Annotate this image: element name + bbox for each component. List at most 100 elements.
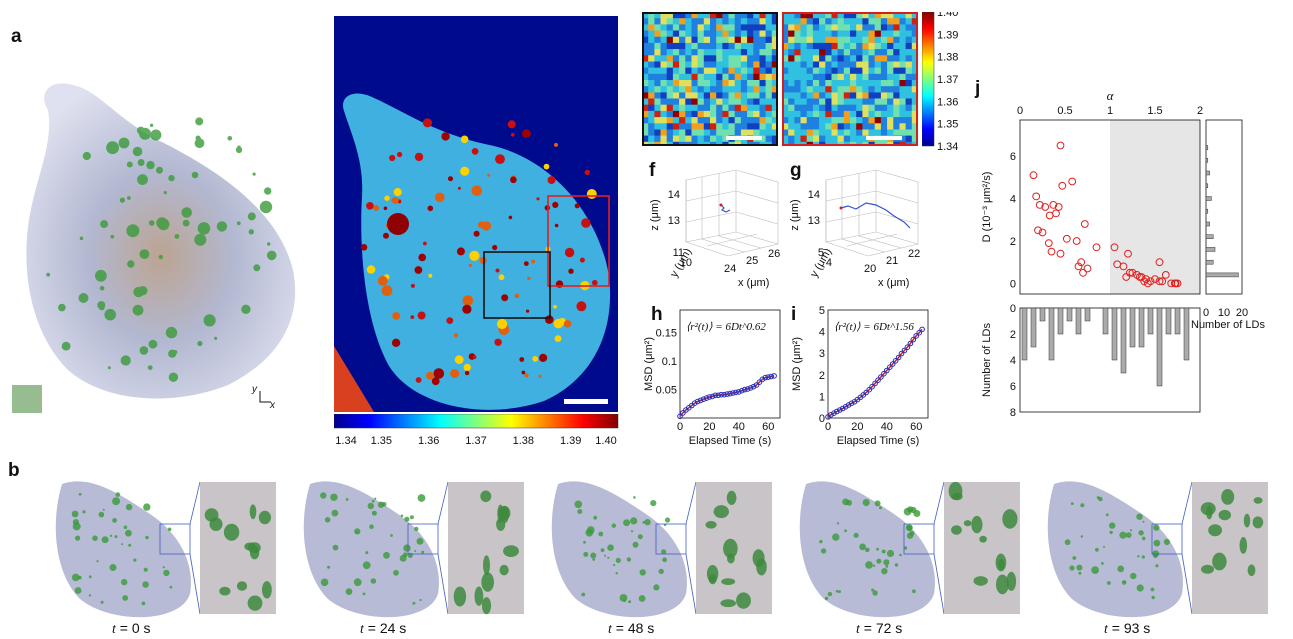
ri-pixel: [874, 67, 882, 75]
ri-pixel: [831, 67, 838, 75]
ri-pixel: [862, 135, 869, 143]
x-tick-label: 20: [703, 421, 715, 433]
ri-pixel: [679, 141, 686, 146]
ri-pixel: [874, 98, 882, 105]
ri-pixel: [728, 30, 735, 37]
ri-pixel: [765, 110, 773, 118]
msd-point: [901, 347, 908, 354]
ri-pixel: [874, 123, 882, 130]
ri-pixel: [740, 67, 748, 75]
ri-pixel: [788, 18, 795, 25]
ri-pixel: [831, 110, 838, 118]
hist-bar: [1057, 307, 1064, 335]
ri-pixel: [716, 92, 723, 99]
ri-pixel: [843, 61, 851, 68]
ri-pixel: [710, 67, 717, 75]
ri-pixel: [806, 49, 814, 56]
ri-pixel: [856, 18, 863, 25]
lipid-droplet: [607, 544, 614, 551]
ri-pixel: [806, 117, 814, 124]
ri-pixel: [679, 92, 686, 99]
lipid-droplet: [1141, 536, 1146, 541]
lipid-droplet: [407, 552, 413, 558]
ri-pixel: [794, 73, 801, 81]
high-ri-spot: [431, 377, 440, 386]
high-ri-spot: [471, 185, 483, 196]
ri-pixel: [899, 135, 906, 143]
diffusion-alpha-chart-j: α D (10⁻³ μm²/s) Number of LDs Number of…: [981, 88, 1265, 419]
ri-pixel: [771, 42, 778, 50]
ri-pixel: [771, 30, 778, 37]
high-ri-spot: [450, 369, 460, 378]
ri-pixel: [771, 86, 778, 93]
high-ri-spot: [510, 132, 515, 137]
ri-pixel: [716, 98, 723, 105]
msd-point: [730, 390, 736, 396]
ri-pixel: [710, 80, 717, 87]
ri-pixel: [893, 104, 900, 112]
ri-pixel: [697, 129, 705, 136]
high-ri-spot: [536, 197, 540, 201]
ri-pixel: [703, 24, 711, 31]
colorbar-vertical: 1.401.391.381.371.361.351.34: [922, 12, 958, 152]
ri-pixel: [880, 104, 888, 112]
ri-pixel: [788, 86, 795, 93]
lipid-droplet: [1201, 564, 1214, 574]
ri-pixel: [887, 36, 894, 44]
msd-point: [916, 329, 922, 336]
ri-pixel: [710, 135, 717, 143]
ri-pixel: [672, 98, 680, 105]
high-ri-spot: [498, 274, 505, 281]
ri-pixel: [691, 36, 698, 44]
ri-pixel: [874, 129, 882, 136]
ri-pixel: [862, 30, 869, 37]
ri-pixel: [648, 123, 655, 130]
cell-body: [55, 481, 191, 618]
ri-pixel: [747, 117, 754, 124]
ri-pixel: [905, 36, 913, 44]
ri-pixel: [771, 98, 778, 105]
ri-pixel: [837, 123, 845, 130]
msd-point: [697, 397, 704, 404]
ri-pixel: [874, 86, 882, 93]
ld-point: [1054, 203, 1063, 211]
hist-bar: [1165, 307, 1172, 335]
ri-pixel: [812, 18, 820, 25]
ri-pixel: [648, 80, 655, 87]
ri-pixel: [862, 92, 869, 99]
ri-pixel: [716, 42, 723, 50]
colorbar-tick-label: 1.34: [335, 435, 356, 447]
ld-point: [1077, 258, 1086, 267]
lipid-droplet: [79, 236, 84, 241]
high-ri-spot: [576, 301, 587, 312]
lipid-droplet: [158, 254, 163, 260]
lipid-droplet: [197, 340, 203, 347]
ri-pixel: [806, 86, 814, 93]
ri-pixel: [825, 141, 832, 146]
ri-pixel: [648, 129, 655, 136]
ri-pixel: [666, 98, 674, 105]
ri-pixel: [825, 80, 832, 87]
ri-pixel: [887, 92, 894, 99]
ri-pixel: [850, 104, 857, 112]
ri-pixel: [843, 18, 851, 25]
msd-point: [834, 408, 840, 415]
ri-pixel: [874, 30, 882, 37]
ri-pixel: [800, 67, 807, 75]
y-tick-label: 0.05: [656, 385, 677, 397]
high-ri-spot: [507, 120, 516, 129]
ri-pixel: [887, 24, 894, 31]
ri-pixel: [825, 123, 832, 130]
ri-pixel: [753, 92, 760, 99]
ri-pixel: [740, 110, 748, 118]
ri-pixel: [899, 67, 906, 75]
ri-pixel: [710, 73, 717, 81]
ri-pixel: [759, 30, 766, 37]
ri-pixel: [685, 129, 692, 136]
ri-pixel: [765, 98, 773, 105]
ri-pixel: [740, 49, 748, 56]
ri-pixel: [788, 49, 795, 56]
msd-point: [845, 402, 852, 408]
msd-point: [677, 413, 683, 420]
lipid-droplet: [168, 372, 179, 382]
